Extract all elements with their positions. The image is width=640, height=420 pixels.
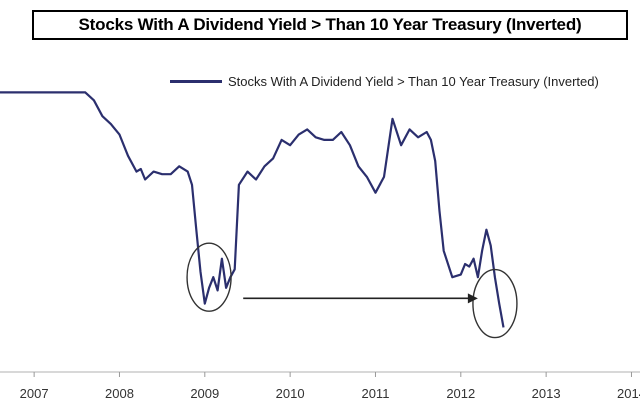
annotation-arrow-head bbox=[467, 293, 478, 304]
plot-area bbox=[0, 91, 518, 339]
x-tick-label-2012: 2012 bbox=[446, 386, 475, 401]
annotation-ellipse-1 bbox=[472, 268, 518, 339]
x-tick-label-2011: 2011 bbox=[361, 386, 389, 401]
chart-title: Stocks With A Dividend Yield > Than 10 Y… bbox=[78, 15, 582, 34]
legend-label: Stocks With A Dividend Yield > Than 10 Y… bbox=[228, 74, 599, 89]
legend: Stocks With A Dividend Yield > Than 10 Y… bbox=[170, 74, 599, 89]
x-tick-label-2010: 2010 bbox=[276, 386, 305, 401]
x-tick-label-2013: 2013 bbox=[532, 386, 561, 401]
x-tick-label-2007: 2007 bbox=[20, 386, 49, 401]
x-axis-ticks: 2007 2008 2009 2010 2011 2012 2013 2014 bbox=[20, 372, 640, 401]
chart-title-box: Stocks With A Dividend Yield > Than 10 Y… bbox=[32, 10, 628, 40]
legend-swatch bbox=[170, 80, 222, 83]
x-tick-label-2009: 2009 bbox=[190, 386, 219, 401]
annotation-ellipse-0 bbox=[186, 242, 232, 312]
x-tick-label-2014: 2014 bbox=[617, 386, 640, 401]
x-tick-label-2008: 2008 bbox=[105, 386, 134, 401]
series-line-0 bbox=[0, 91, 505, 328]
